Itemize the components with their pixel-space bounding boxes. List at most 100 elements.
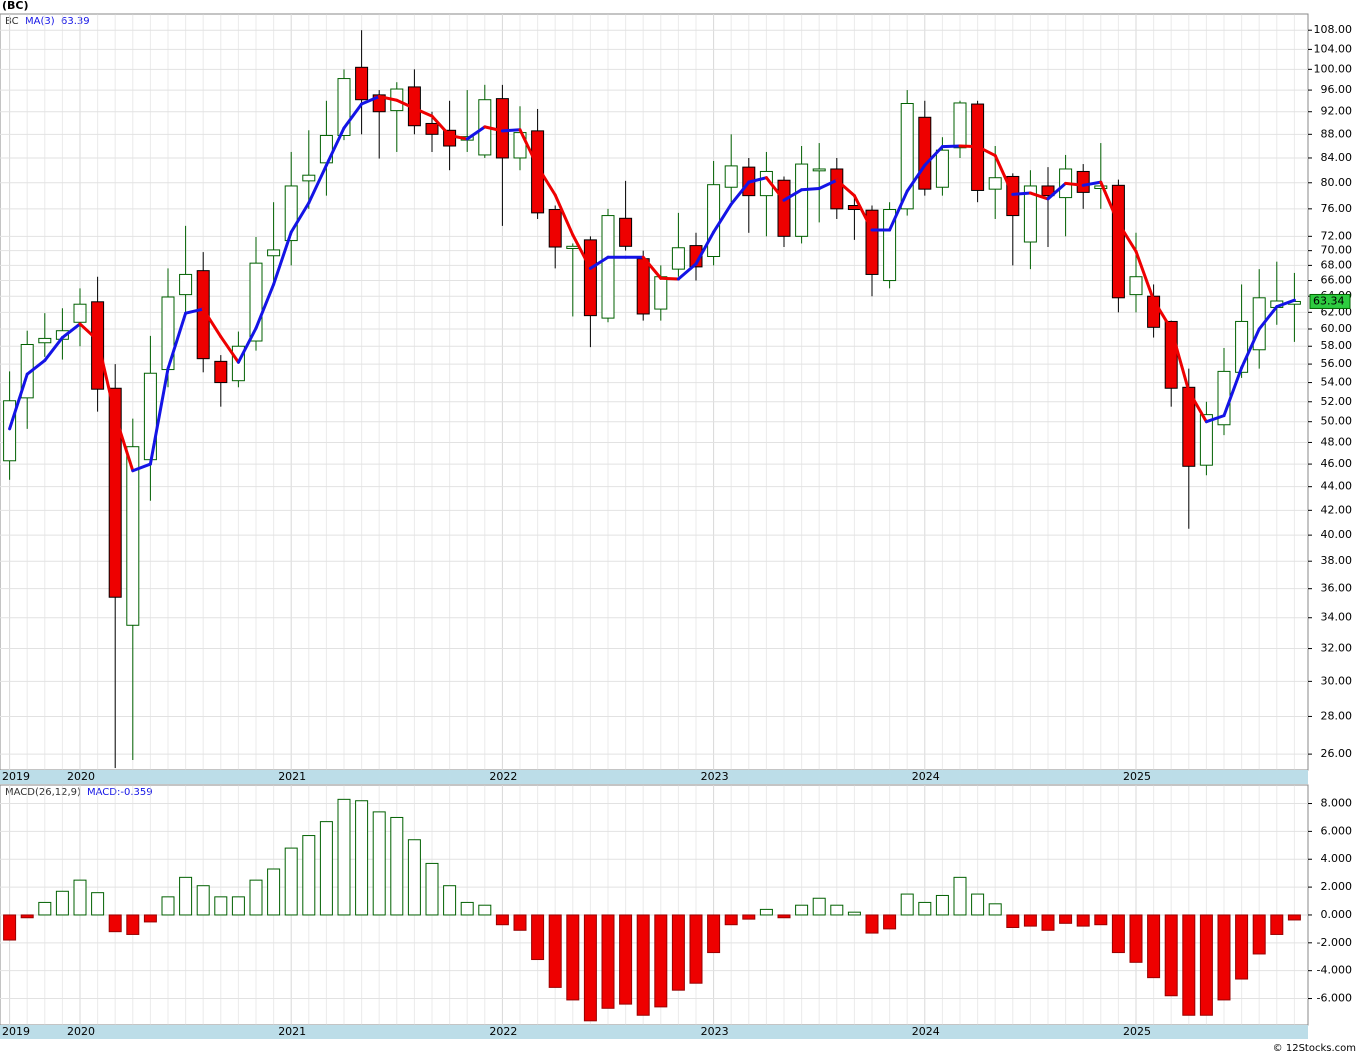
ma-segment	[800, 187, 821, 192]
candle-body	[73, 303, 87, 323]
macd-bar	[1217, 914, 1231, 1001]
y-tick-label: 48.00	[1321, 435, 1353, 448]
ma-segment	[835, 178, 856, 198]
macd-bar	[1147, 914, 1161, 979]
ma-segment	[254, 282, 276, 330]
candle-body	[654, 276, 668, 310]
candle-body	[126, 446, 140, 626]
ma-segment	[923, 145, 944, 167]
macd-bar	[812, 897, 826, 916]
y-tick-label: 54.00	[1321, 376, 1353, 389]
x-tick-label: 2023	[701, 770, 729, 783]
ma-segment	[219, 335, 240, 364]
ma-segment	[1046, 181, 1068, 201]
macd-bar	[847, 911, 861, 916]
macd-bar	[3, 914, 17, 941]
macd-bar	[1182, 914, 1196, 1016]
y-tick-label: 104.00	[1314, 42, 1353, 55]
ma-segment	[148, 367, 170, 466]
y-tick-label: 50.00	[1321, 415, 1353, 428]
macd-bar	[1041, 914, 1055, 931]
candle-body	[671, 247, 685, 270]
marks-layer	[3, 30, 1301, 1022]
macd-bar	[1006, 914, 1020, 928]
ma-segment	[1011, 191, 1032, 196]
macd-bar	[601, 914, 615, 1009]
ma-segment	[764, 176, 786, 202]
candle-body	[812, 168, 826, 172]
ma-segment	[676, 262, 698, 281]
macd-bar	[759, 908, 773, 916]
y-tick-label: 58.00	[1321, 339, 1353, 352]
macd-bar	[1076, 914, 1090, 927]
ma-segment	[43, 336, 64, 362]
x-tick-label: 2022	[489, 1025, 517, 1038]
last-price-label: 63.34	[1313, 294, 1345, 307]
ma-segment	[553, 193, 575, 237]
macd-bar	[566, 914, 580, 1001]
macd-bar	[196, 885, 210, 916]
ma-segment	[993, 154, 1015, 196]
y-tick-label: 52.00	[1321, 395, 1353, 408]
macd-bar	[372, 811, 386, 916]
ma-segment	[500, 128, 522, 133]
y-tick-label: 44.00	[1321, 480, 1353, 493]
ma-last: 63.39	[61, 16, 90, 27]
macd-bar	[231, 896, 245, 916]
ma-segment	[905, 163, 927, 193]
y-tick-label: 36.00	[1321, 582, 1353, 595]
ma-segment	[113, 414, 135, 473]
x-tick-label: 2019	[2, 770, 30, 783]
macd-bar	[830, 904, 844, 916]
ma-segment	[483, 125, 504, 133]
ma-segment	[958, 144, 980, 149]
macd-bar	[1059, 914, 1073, 924]
candle-body	[3, 400, 17, 462]
macd-bar	[425, 862, 439, 916]
footer: © 12Stocks.com	[1273, 1043, 1356, 1054]
macd-bar	[1235, 914, 1249, 980]
candle-body	[935, 149, 949, 188]
ma-segment	[96, 338, 117, 418]
y-tick-label: 28.00	[1321, 709, 1353, 722]
macd-bar	[319, 821, 333, 916]
macd-bar	[460, 901, 474, 916]
macd-bar	[55, 890, 69, 916]
y-tick-label: 26.00	[1321, 747, 1353, 760]
ma-segment	[272, 230, 293, 286]
y-tick-label: -2.000	[1317, 936, 1352, 949]
macd-bar	[1287, 914, 1301, 921]
ma-segment	[976, 145, 997, 158]
ma-segment	[888, 189, 909, 232]
x-tick-label: 2020	[67, 1025, 95, 1038]
y-tick-label: 42.00	[1321, 503, 1353, 516]
macd-bar	[654, 914, 668, 1008]
ma-segment	[729, 180, 751, 206]
y-tick-label: 68.00	[1321, 258, 1353, 271]
macd-bar	[707, 914, 721, 954]
y-tick-label: 108.00	[1314, 23, 1353, 36]
ma-segment	[1099, 180, 1120, 225]
macd-bar	[478, 904, 492, 916]
ma-segment	[430, 114, 452, 137]
macd-bar	[953, 876, 967, 916]
y-tick-label: 100.00	[1314, 62, 1353, 75]
macd-bar	[1129, 914, 1143, 963]
ma-segment	[342, 102, 364, 130]
candle-body	[900, 103, 914, 210]
ma-segment	[782, 188, 804, 202]
candle-body	[1041, 185, 1055, 197]
ma-segment	[1169, 327, 1191, 393]
y-tick-label: 80.00	[1321, 176, 1353, 189]
candle-body	[548, 209, 562, 248]
y-tick-label: -4.000	[1317, 964, 1352, 977]
last-price-box	[1309, 293, 1351, 309]
y-tick-label: 32.00	[1321, 642, 1353, 655]
candle-body	[302, 174, 316, 182]
candle-body	[214, 360, 228, 384]
macd-bar	[143, 914, 157, 923]
macd-bar	[495, 914, 509, 926]
macd-name: MACD(26,12,9)	[5, 787, 81, 798]
candle-body	[619, 217, 633, 247]
